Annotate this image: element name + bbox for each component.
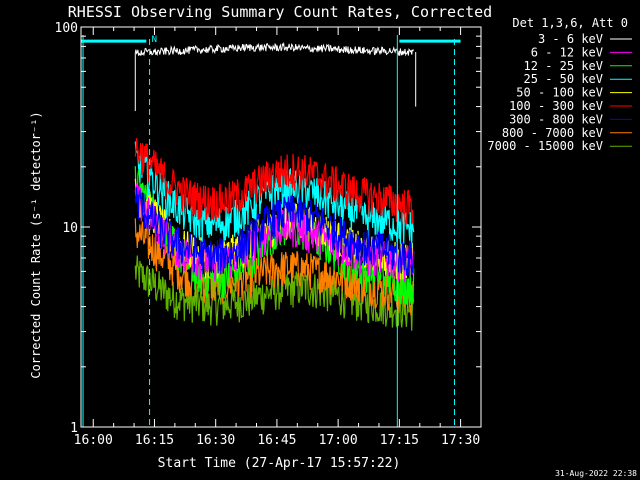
x-axis-label: Start Time (27-Apr-17 15:57:22): [158, 456, 401, 471]
x-tick-label: 17:00: [319, 433, 358, 448]
series-line: [134, 187, 415, 277]
series-line: [134, 138, 414, 227]
legend-label: 100 - 300 keV: [509, 99, 603, 113]
legend-label: 12 - 25 keV: [524, 59, 603, 73]
x-tick-label: 16:15: [135, 433, 174, 448]
y-tick-label: 10: [62, 221, 78, 236]
legend-label: 3 - 6 keV: [538, 32, 603, 46]
x-tick-label: 16:45: [257, 433, 296, 448]
legend-label: 7000 - 15000 keV: [487, 139, 603, 153]
legend-label: 300 - 800 keV: [509, 112, 603, 126]
series-300-800kev: [134, 187, 415, 277]
series-line: [134, 41, 415, 57]
footer-timestamp: 31-Aug-2022 22:38: [555, 469, 637, 478]
legend-label: 800 - 7000 keV: [502, 126, 603, 140]
legend-label: 6 - 12 keV: [531, 45, 603, 59]
annotation-layer: N: [81, 35, 461, 427]
x-tick-label: 17:30: [441, 433, 480, 448]
series-3-6kev: [134, 41, 417, 112]
y-tick-label: 100: [55, 21, 78, 36]
y-tick-label: 1: [70, 421, 78, 436]
legend-label: 25 - 50 keV: [524, 72, 603, 86]
data-layer: [134, 41, 417, 331]
legend-title: Det 1,3,6, Att 0: [512, 16, 628, 30]
flag-label: N: [152, 35, 157, 45]
legend-label: 50 - 100 keV: [516, 86, 603, 100]
series-100-300kev: [134, 138, 414, 227]
y-axis-label: Corrected Count Rate (s⁻¹ detector⁻¹): [29, 111, 43, 378]
chart-title: RHESSI Observing Summary Count Rates, Co…: [68, 3, 492, 21]
y-axis: 1 10 100: [55, 21, 481, 436]
x-tick-label: 16:00: [74, 433, 113, 448]
x-axis: 16:00 16:15 16:30 16:45 17:00 17:15 17:30: [74, 27, 482, 448]
x-tick-label: 16:30: [196, 433, 235, 448]
x-tick-label: 17:15: [380, 433, 419, 448]
